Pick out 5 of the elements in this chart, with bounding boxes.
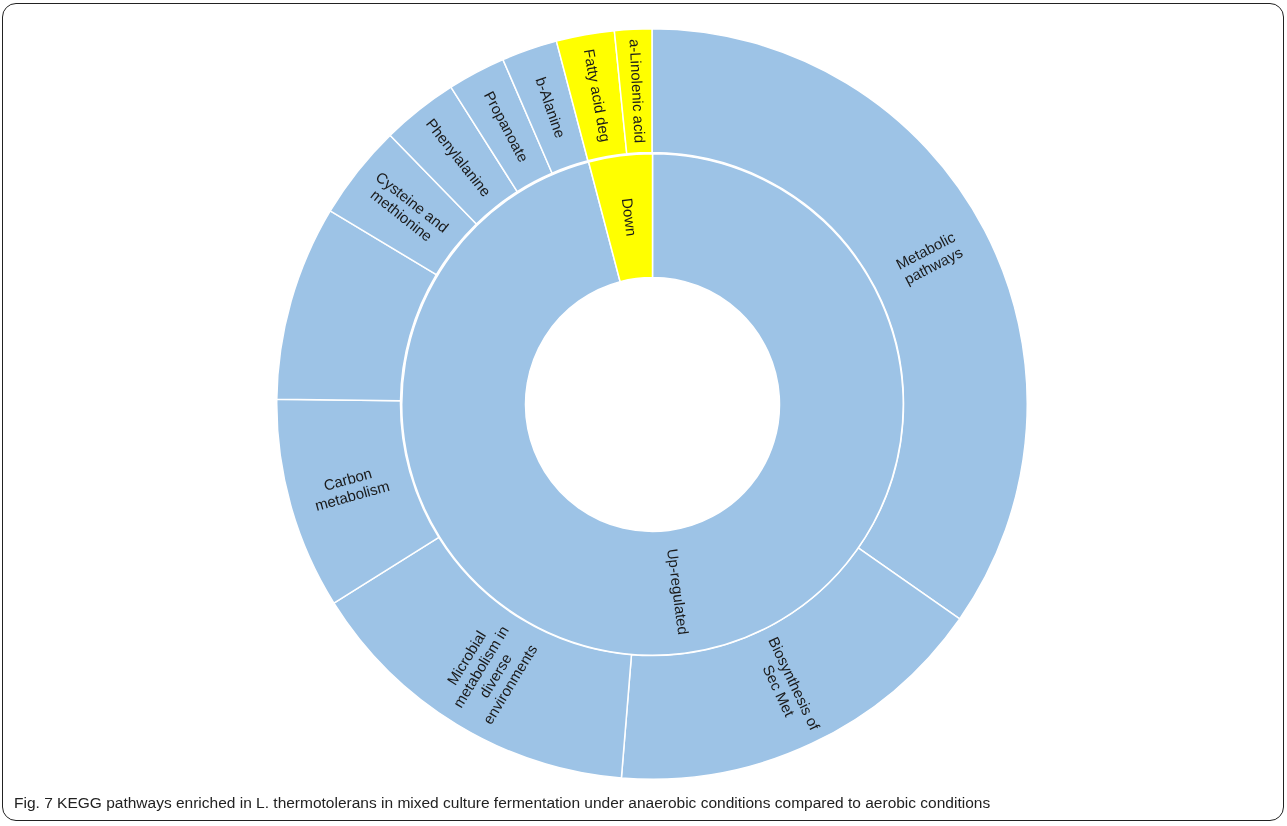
slice-label: Up-regulated xyxy=(663,547,692,636)
slice-label: a-Linolenic acid xyxy=(626,38,649,144)
slice-label: Down xyxy=(618,196,640,237)
caption: Fig. 7 KEGG pathways enriched in L. thermotolerans in mixed culture fermentation under anaerobic conditions compared to aerobic conditions xyxy=(14,794,991,812)
slice-label: Fatty acid deg xyxy=(580,47,615,144)
